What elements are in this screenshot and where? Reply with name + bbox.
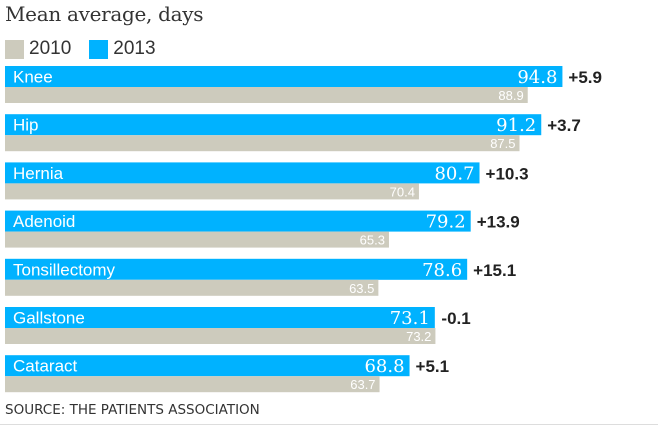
legend-label-2010: 2010 xyxy=(29,38,72,59)
bar-2010-cataract xyxy=(5,376,380,393)
value-label-2013-tonsillectomy: 78.6 xyxy=(422,260,462,281)
change-label-adenoid: +13.9 xyxy=(477,213,520,232)
bar-2013-cataract xyxy=(5,355,410,377)
bar-2013-hernia xyxy=(5,162,480,184)
change-label-gallstone: -0.1 xyxy=(441,309,470,328)
category-label-hernia: Hernia xyxy=(13,164,64,183)
value-label-2013-hip: 91.2 xyxy=(496,115,536,136)
change-label-cataract: +5.1 xyxy=(416,357,450,376)
source-note: SOURCE: THE PATIENTS ASSOCIATION xyxy=(5,402,260,418)
legend-swatch-2010 xyxy=(5,39,24,59)
category-label-cataract: Cataract xyxy=(13,357,78,376)
value-label-2010-gallstone: 73.2 xyxy=(406,329,431,344)
bar-2013-knee xyxy=(5,66,563,87)
value-label-2010-knee: 88.9 xyxy=(498,88,523,103)
category-label-tonsillectomy: Tonsillectomy xyxy=(13,260,116,279)
divider xyxy=(0,424,658,425)
value-label-2013-knee: 94.8 xyxy=(517,67,557,88)
value-label-2013-hernia: 80.7 xyxy=(434,163,474,184)
category-label-gallstone: Gallstone xyxy=(13,309,85,328)
change-label-hip: +3.7 xyxy=(547,116,581,135)
value-label-2010-tonsillectomy: 63.5 xyxy=(349,281,374,296)
bar-chart: Knee 94.888.9 +5.9 Hip 91.287.5 +3.7 Hernia 80.… xyxy=(5,66,602,393)
bar-2010-hip xyxy=(5,135,520,152)
bar-2013-adenoid xyxy=(5,210,471,232)
value-label-2010-hip: 87.5 xyxy=(490,136,515,151)
bar-2010-knee xyxy=(5,87,528,103)
bar-2010-tonsillectomy xyxy=(5,279,379,296)
legend: 2010 2013 xyxy=(5,38,174,60)
value-label-2013-cataract: 68.8 xyxy=(364,356,404,377)
bar-2010-hernia xyxy=(5,183,419,200)
change-label-hernia: +10.3 xyxy=(486,164,529,183)
bar-2010-adenoid xyxy=(5,231,389,248)
bar-2013-gallstone xyxy=(5,307,435,328)
category-label-hip: Hip xyxy=(13,116,39,135)
legend-swatch-2013 xyxy=(89,39,109,59)
bar-2010-gallstone xyxy=(5,328,436,344)
chart-title: Mean average, days xyxy=(5,2,204,26)
value-label-2010-adenoid: 65.3 xyxy=(360,233,385,248)
value-label-2010-hernia: 70.4 xyxy=(390,184,415,199)
bar-2013-hip xyxy=(5,114,542,136)
change-label-tonsillectomy: +15.1 xyxy=(473,261,516,280)
category-label-adenoid: Adenoid xyxy=(13,212,75,231)
legend-label-2013: 2013 xyxy=(113,38,156,59)
value-label-2013-gallstone: 73.1 xyxy=(390,308,430,329)
value-label-2013-adenoid: 79.2 xyxy=(426,212,466,233)
change-label-knee: +5.9 xyxy=(568,68,602,87)
bar-2013-tonsillectomy xyxy=(5,258,468,280)
value-label-2010-cataract: 63.7 xyxy=(350,377,375,392)
category-label-knee: Knee xyxy=(13,68,53,87)
